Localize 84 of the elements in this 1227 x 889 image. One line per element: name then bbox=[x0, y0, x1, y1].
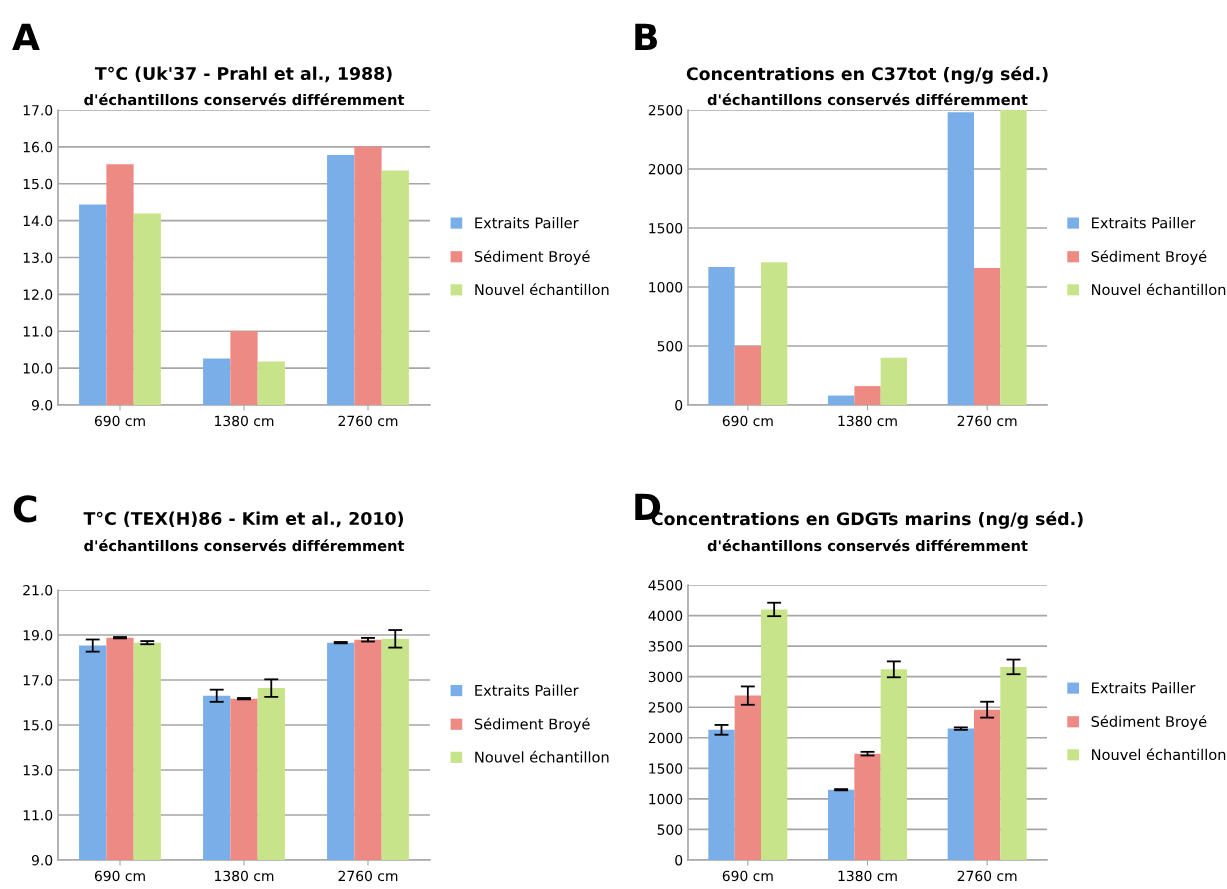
bar bbox=[947, 112, 974, 405]
y-tick-label: 2500 bbox=[648, 702, 683, 713]
y-tick-label: 21.0 bbox=[23, 584, 53, 596]
y-tick-label: 1000 bbox=[649, 281, 683, 293]
bar bbox=[947, 728, 974, 860]
x-tick-label: 2760 cm bbox=[957, 870, 1017, 882]
chart-title: T°C (Uk'37 - Prahl et al., 1988) bbox=[94, 66, 392, 83]
bar bbox=[734, 346, 761, 405]
x-tick-label: 690 cm bbox=[94, 415, 145, 427]
bar bbox=[734, 695, 761, 860]
y-tick-label: 14.0 bbox=[23, 215, 53, 227]
text: A bbox=[12, 23, 40, 50]
y-tick-label: 3500 bbox=[648, 641, 683, 652]
x-tick-label: 2760 cm bbox=[957, 415, 1017, 427]
bar bbox=[974, 268, 1001, 405]
x-tick-label: 690 cm bbox=[722, 870, 773, 882]
text: C bbox=[13, 495, 37, 523]
y-tick-label: 17.0 bbox=[23, 674, 53, 686]
text: B bbox=[635, 23, 657, 50]
chart-subtitle: d'échantillons conservés différemment bbox=[84, 539, 405, 552]
y-tick-label: 13.0 bbox=[23, 252, 53, 263]
y-tick-label: 4000 bbox=[648, 610, 683, 622]
y-tick-label: 0 bbox=[675, 399, 683, 411]
bar bbox=[974, 709, 1001, 860]
bar bbox=[828, 395, 855, 405]
bar bbox=[854, 386, 881, 405]
y-tick-label: 1500 bbox=[649, 763, 683, 774]
legend-label: Nouvel échantillon bbox=[1092, 283, 1226, 296]
y-tick-label: 9.0 bbox=[31, 854, 53, 866]
y-tick-label: 4500 bbox=[648, 579, 683, 591]
bar bbox=[854, 753, 881, 860]
y-tick-label: 15.0 bbox=[23, 719, 53, 731]
x-tick-label: 1380 cm bbox=[838, 870, 897, 882]
y-tick-label: 17.0 bbox=[23, 104, 53, 116]
bar bbox=[708, 266, 735, 405]
bar bbox=[828, 789, 855, 860]
chart-subtitle: d'échantillons conservés différemment bbox=[84, 93, 405, 106]
bar bbox=[1000, 666, 1027, 860]
legend-label: Extraits Pailler bbox=[1092, 217, 1196, 229]
y-tick-label: 2000 bbox=[648, 732, 683, 744]
y-tick-label: 3000 bbox=[648, 671, 683, 683]
y-tick-label: 15.0 bbox=[23, 178, 53, 190]
x-tick-label: 2760 cm bbox=[338, 870, 398, 882]
y-tick-label: 11.0 bbox=[23, 326, 53, 337]
x-tick-label: 690 cm bbox=[94, 870, 145, 882]
y-tick-label: 2000 bbox=[648, 163, 683, 175]
legend-label: Sédiment Broyé bbox=[474, 250, 590, 265]
legend-label: Sédiment Broyé bbox=[1091, 250, 1207, 265]
y-tick-label: 16.0 bbox=[23, 141, 53, 153]
y-tick-label: 1500 bbox=[649, 222, 683, 234]
y-tick-label: 500 bbox=[657, 340, 683, 352]
y-tick-label: 12.0 bbox=[23, 289, 53, 300]
bar bbox=[880, 669, 907, 860]
y-tick-label: 9.0 bbox=[31, 399, 53, 411]
x-tick-label: 1380 cm bbox=[838, 415, 897, 427]
y-tick-label: 2500 bbox=[648, 104, 683, 116]
legend-label: Nouvel échantillon bbox=[475, 283, 609, 296]
legend-label: Extraits Pailler bbox=[475, 684, 579, 696]
legend-label: Extraits Pailler bbox=[1092, 682, 1196, 694]
y-tick-label: 500 bbox=[657, 824, 683, 835]
x-tick-label: 1380 cm bbox=[215, 415, 274, 427]
chart-subtitle: d'échantillons conservés différemment bbox=[707, 539, 1028, 552]
chart-subtitle: d'échantillons conservés différemment bbox=[707, 93, 1028, 106]
legend-label: Sédiment Broyé bbox=[474, 717, 590, 733]
chart-title: Concentrations en C37tot (ng/g séd.) bbox=[686, 66, 1048, 84]
legend-label: Nouvel échantillon bbox=[1092, 748, 1226, 761]
y-tick-label: 11.0 bbox=[23, 809, 53, 821]
y-tick-label: 0 bbox=[675, 854, 683, 866]
bar bbox=[761, 262, 788, 405]
bar bbox=[761, 609, 788, 860]
bar bbox=[708, 729, 735, 860]
y-tick-label: 1000 bbox=[649, 793, 683, 805]
chart-title: T°C (TEX(H)86 - Kim et al., 2010) bbox=[83, 511, 404, 528]
y-tick-label: 19.0 bbox=[23, 629, 53, 641]
legend-label: Extraits Pailler bbox=[475, 217, 579, 229]
y-tick-label: 10.0 bbox=[23, 363, 53, 374]
bar bbox=[1000, 110, 1027, 405]
legend-label: Sédiment Broyé bbox=[1091, 715, 1207, 730]
y-tick-label: 13.0 bbox=[23, 764, 53, 776]
x-tick-label: 1380 cm bbox=[215, 870, 274, 882]
x-tick-label: 2760 cm bbox=[338, 415, 398, 427]
legend-label: Nouvel échantillon bbox=[475, 750, 609, 763]
x-tick-label: 690 cm bbox=[722, 415, 773, 427]
bar bbox=[880, 357, 907, 405]
